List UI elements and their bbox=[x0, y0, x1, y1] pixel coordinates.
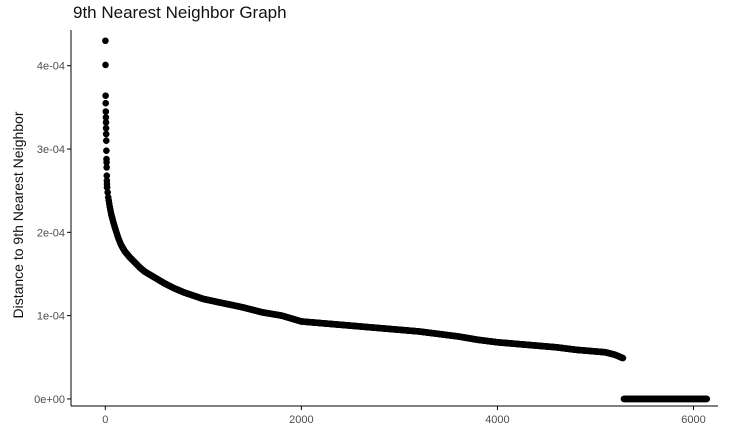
curve-point bbox=[619, 354, 627, 362]
x-tick-label: 0 bbox=[102, 414, 108, 426]
y-tick-label: 3e-04 bbox=[37, 144, 65, 156]
x-tick-label: 2000 bbox=[289, 414, 313, 426]
zero-point bbox=[703, 395, 711, 403]
chart-title: 9th Nearest Neighbor Graph bbox=[73, 3, 287, 22]
y-tick-label: 0e+00 bbox=[34, 394, 65, 406]
outlier-point bbox=[102, 119, 110, 126]
outlier-point bbox=[102, 37, 109, 45]
outlier-point bbox=[103, 164, 110, 171]
y-tick-label: 1e-04 bbox=[37, 311, 65, 323]
y-tick-label: 4e-04 bbox=[37, 61, 65, 73]
outlier-point bbox=[103, 159, 110, 166]
curve-point bbox=[104, 189, 111, 196]
outlier-point bbox=[102, 130, 110, 138]
outlier-point bbox=[102, 124, 110, 132]
outlier-point bbox=[102, 108, 110, 115]
outlier-point bbox=[102, 61, 109, 69]
outlier-point bbox=[103, 172, 111, 179]
outlier-point bbox=[102, 99, 109, 107]
outlier-point bbox=[102, 137, 110, 144]
axes: 0e+00 1e-04 2e-04 3e-04 4e-04 0 2000 4000 6000 bbox=[34, 30, 718, 426]
data-points bbox=[102, 37, 711, 403]
outlier-point bbox=[102, 92, 109, 100]
curve-point bbox=[103, 184, 111, 191]
x-tick-label: 6000 bbox=[681, 414, 705, 426]
outlier-point bbox=[103, 147, 110, 154]
outlier-point bbox=[102, 114, 110, 121]
x-tick-label: 4000 bbox=[485, 414, 509, 426]
y-tick-label: 2e-04 bbox=[37, 227, 65, 239]
